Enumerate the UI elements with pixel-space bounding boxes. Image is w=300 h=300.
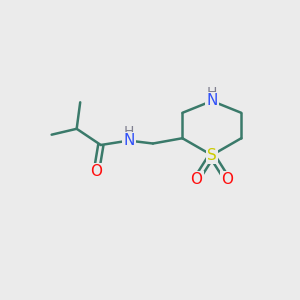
Text: H: H (124, 125, 134, 139)
Text: N: N (206, 94, 218, 109)
Text: N: N (123, 133, 134, 148)
Text: O: O (221, 172, 233, 187)
Text: O: O (190, 172, 202, 187)
Text: H: H (207, 86, 217, 100)
Text: O: O (90, 164, 102, 179)
Text: S: S (207, 148, 217, 163)
